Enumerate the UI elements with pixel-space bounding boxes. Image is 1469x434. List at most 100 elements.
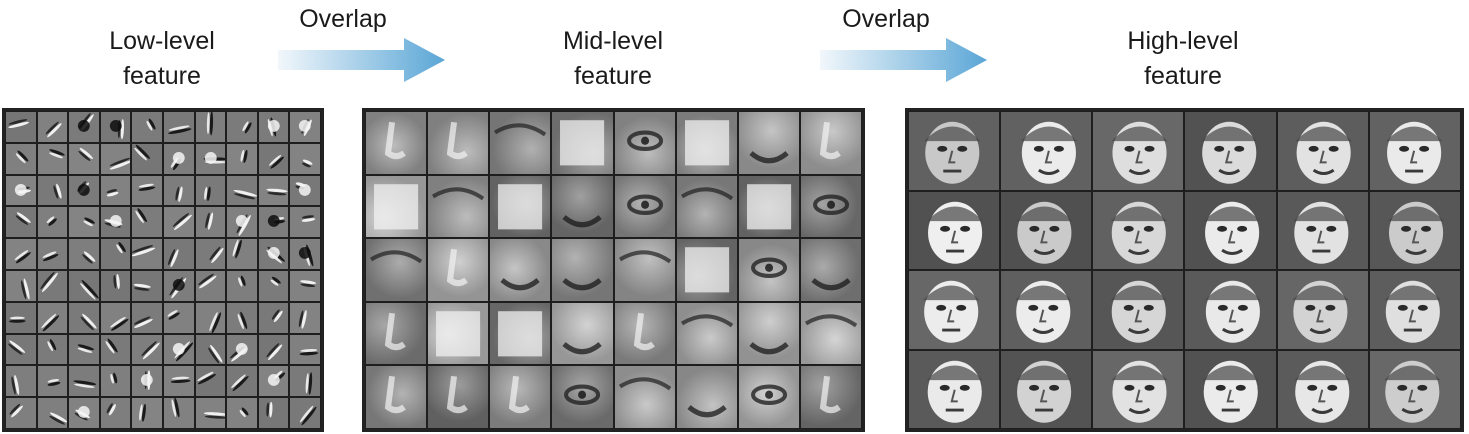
face-part-tile (366, 302, 427, 365)
edge-filter-tile (227, 334, 257, 365)
edge-filter-tile (132, 366, 162, 397)
edge-filter-tile (290, 239, 320, 269)
edge-filter-tile (258, 143, 289, 174)
edge-filter-tile (6, 143, 36, 174)
face-template-tile (909, 191, 1000, 269)
face-template-tile (1185, 350, 1276, 428)
edge-filter-tile (6, 302, 36, 333)
edge-filter-tile (37, 398, 68, 428)
edge-filter-tile (6, 334, 36, 365)
edge-filter-tile (258, 270, 289, 301)
edge-filter-tile (290, 270, 320, 301)
face-part-tile (738, 175, 799, 238)
face-part-tile (366, 175, 427, 238)
edge-filter-tile (227, 239, 257, 269)
edge-filter-tile (37, 175, 68, 206)
face-part-tile (490, 239, 551, 301)
face-part-tile (366, 366, 427, 428)
face-template-tile (1093, 271, 1184, 349)
face-template-tile (909, 112, 1000, 190)
edge-filter-tile (195, 175, 226, 206)
edge-filter-tile (195, 302, 226, 333)
face-template-tile (1001, 191, 1092, 269)
edge-filter-tile (37, 239, 68, 269)
edge-filter-tile (37, 143, 68, 174)
face-part-tile (552, 239, 613, 301)
edge-filter-tile (100, 270, 131, 301)
edge-filter-tile (69, 302, 99, 333)
edge-filter-tile (195, 239, 226, 269)
face-part-tile (552, 366, 613, 428)
edge-filter-tile (69, 270, 99, 301)
low-level-label: Low-level feature (62, 24, 262, 94)
edge-filter-tile (132, 207, 162, 238)
edge-filter-tile (37, 302, 68, 333)
edge-filter-tile (6, 207, 36, 238)
edge-filter-tile (69, 175, 99, 206)
edge-filter-tile (227, 302, 257, 333)
edge-filter-tile (132, 175, 162, 206)
face-template-tile (1369, 271, 1460, 349)
face-part-tile (800, 175, 861, 238)
edge-filter-tile (290, 112, 320, 142)
edge-filter-tile (164, 270, 194, 301)
face-template-tile (1369, 350, 1460, 428)
edge-filter-tile (258, 207, 289, 238)
edge-filter-tile (69, 143, 99, 174)
edge-filter-tile (290, 366, 320, 397)
edge-filter-tile (290, 398, 320, 428)
edge-filter-tile (6, 239, 36, 269)
edge-filter-tile (37, 270, 68, 301)
edge-filter-tile (164, 366, 194, 397)
face-template-tile (1277, 271, 1368, 349)
edge-filter-tile (69, 334, 99, 365)
face-part-tile (676, 302, 737, 365)
low-level-feature-grid (2, 108, 324, 432)
face-part-tile (490, 112, 551, 174)
edge-filter-tile (258, 112, 289, 142)
edge-filter-tile (100, 112, 131, 142)
edge-filter-tile (164, 112, 194, 142)
edge-filter-tile (164, 239, 194, 269)
face-template-tile (1185, 271, 1276, 349)
high-level-label-line1: High-level (1127, 27, 1239, 55)
edge-filter-tile (69, 207, 99, 238)
edge-filter-tile (195, 334, 226, 365)
edge-filter-tile (6, 366, 36, 397)
face-part-tile (428, 366, 489, 428)
high-level-label-line2: feature (1144, 62, 1222, 90)
face-part-tile (614, 366, 675, 428)
face-part-tile (800, 302, 861, 365)
face-template-tile (1001, 112, 1092, 190)
face-template-tile (1093, 112, 1184, 190)
mid-level-label-line1: Mid-level (562, 27, 664, 55)
edge-filter-tile (132, 302, 162, 333)
face-part-tile (676, 112, 737, 174)
face-part-tile (614, 302, 675, 365)
face-template-tile (1001, 350, 1092, 428)
face-part-tile (614, 175, 675, 238)
edge-filter-tile (37, 334, 68, 365)
face-part-tile (676, 175, 737, 238)
edge-filter-tile (258, 334, 289, 365)
face-template-tile (1093, 191, 1184, 269)
edge-filter-tile (100, 302, 131, 333)
edge-filter-tile (132, 334, 162, 365)
face-part-tile (490, 175, 551, 238)
face-template-tile (909, 271, 1000, 349)
edge-filter-tile (100, 334, 131, 365)
mid-level-label: Mid-level feature (513, 24, 713, 94)
edge-filter-tile (164, 334, 194, 365)
face-part-tile (366, 239, 427, 301)
edge-filter-tile (290, 302, 320, 333)
edge-filter-tile (69, 366, 99, 397)
face-part-tile (552, 302, 613, 365)
face-part-tile (428, 175, 489, 238)
face-part-tile (552, 112, 613, 174)
face-template-tile (909, 350, 1000, 428)
edge-filter-tile (258, 175, 289, 206)
overlap-label-1: Overlap (299, 5, 387, 33)
edge-filter-tile (132, 143, 162, 174)
edge-filter-tile (69, 398, 99, 428)
face-part-tile (490, 302, 551, 365)
